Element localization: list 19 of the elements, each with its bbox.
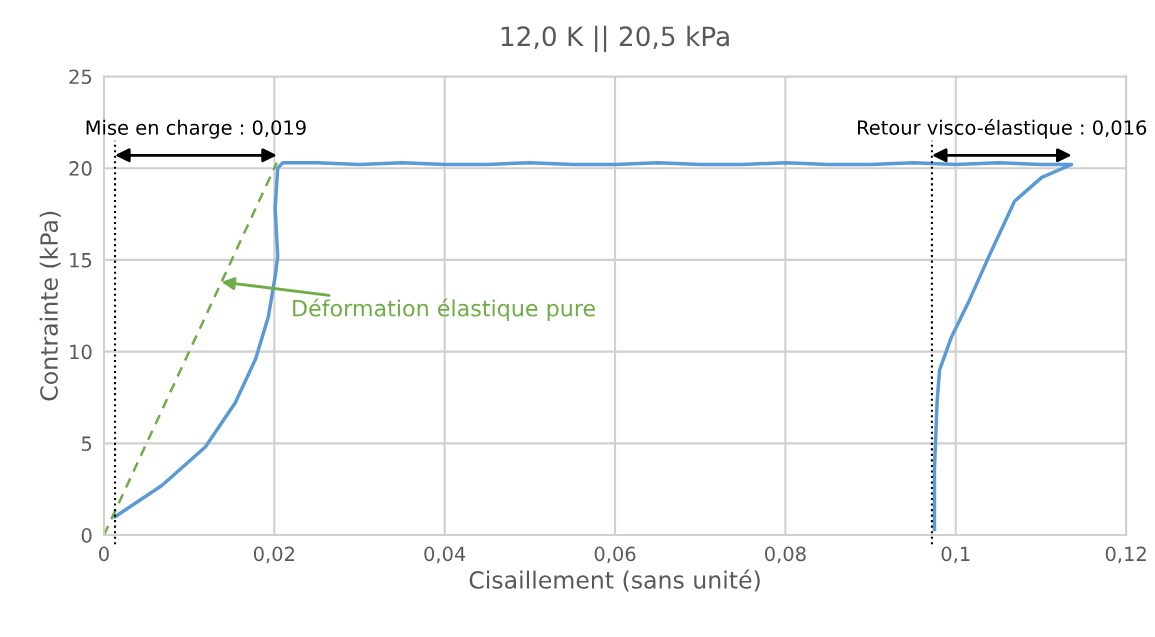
x-tick-label: 0,04 [424,546,466,564]
y-tick-label: 10 [70,344,92,360]
annotation: Retour visco-élastique : 0,016 [858,119,1147,139]
annotation: Déformation élastique pure [293,298,595,321]
y-tick-label: 0 [81,528,92,543]
annotation: Mise en charge : 0,019 [86,119,306,139]
x-tick-label: 0 [99,546,109,562]
x-tick-label: 0,02 [253,546,295,564]
y-tick-label: 25 [69,69,92,85]
x-tick-label: 0,12 [1105,546,1146,564]
x-tick-label: 0,06 [594,546,636,564]
chart-title: 12,0 K || 20,5 kPa [501,25,729,53]
x-tick-label: 0,1 [941,546,970,564]
y-tick-label: 15 [70,253,92,268]
x-axis-title: Cisaillement (sans unité) [469,569,760,592]
x-tick-label: 0,08 [765,546,806,564]
y-tick-label: 20 [69,161,92,176]
y-tick-label: 5 [81,436,92,452]
y-axis-title: Contrainte (kPa) [39,211,61,401]
